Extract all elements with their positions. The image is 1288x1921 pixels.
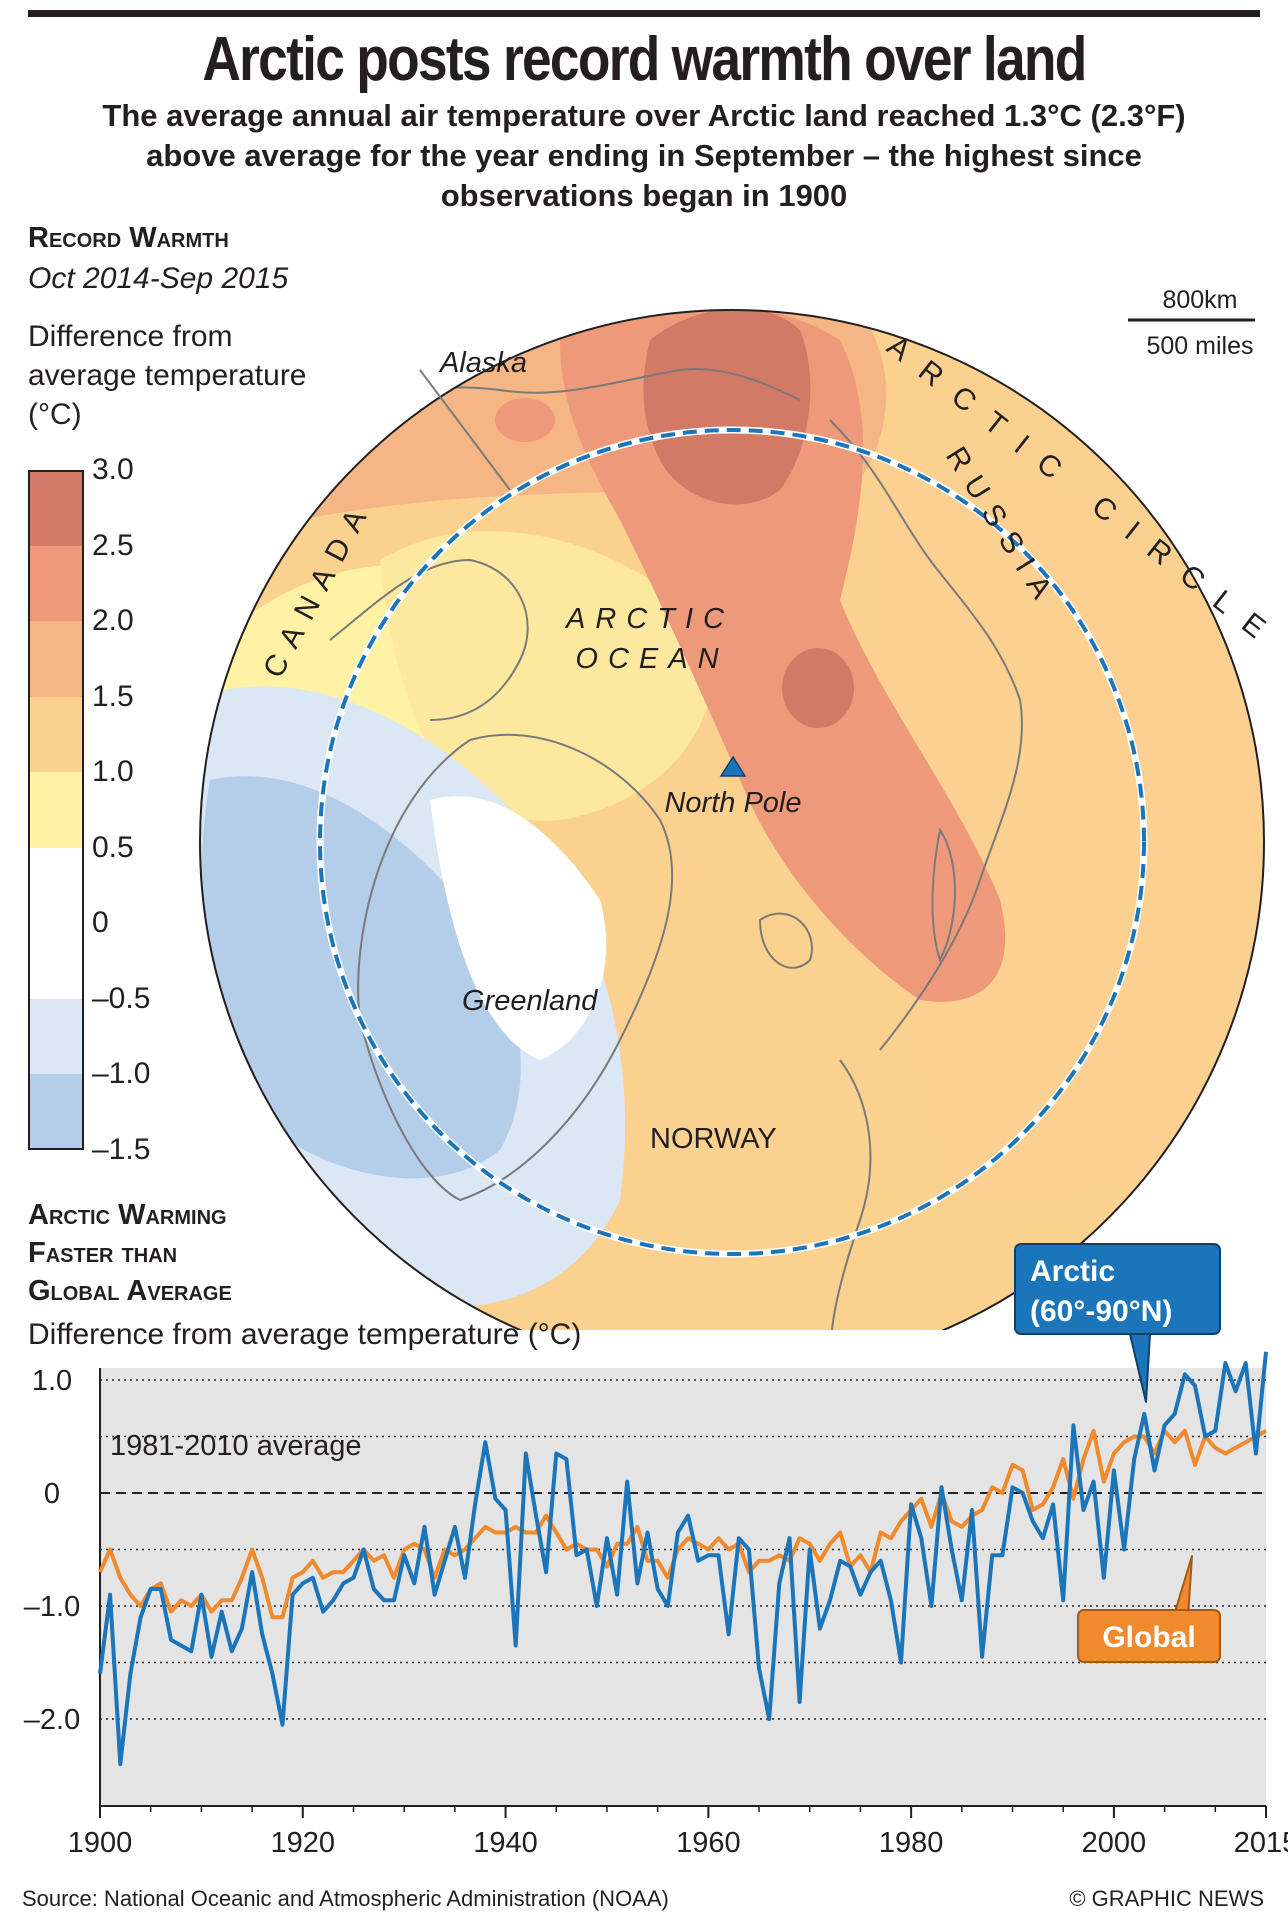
legend-tick-label: 2.5	[92, 528, 134, 562]
map-legend-title: Difference from average temperature (°C)	[28, 320, 307, 431]
label-alaska: Alaska	[438, 347, 527, 379]
chart-title-line-1: Arctic Warming	[28, 1199, 227, 1231]
baseline-label: 1981-2010 average	[110, 1430, 362, 1462]
chart-title-line-3: Global Average	[28, 1275, 232, 1307]
label-greenland: Greenland	[462, 985, 598, 1017]
legend-tick-label: 3.0	[92, 453, 134, 486]
coastline-novaya-zemlya	[931, 827, 956, 963]
warm-band-pacific	[560, 310, 1006, 1002]
y-tick-label: 1.0	[32, 1365, 72, 1397]
global-callout: Global	[1077, 1555, 1221, 1663]
x-tick-label: 1940	[473, 1827, 538, 1859]
y-tick-label: 0	[44, 1478, 60, 1510]
label-arctic-ocean-2: OCEAN	[575, 643, 728, 675]
x-tick-label: 1960	[676, 1827, 741, 1859]
x-tick-label: 2000	[1082, 1827, 1147, 1859]
top-rule	[28, 10, 1260, 17]
x-tick-label: 1920	[271, 1827, 336, 1859]
alaska-border-line	[419, 369, 511, 491]
coastline-greenland	[357, 733, 674, 1202]
cold-region-greenland-dark	[200, 776, 521, 1179]
scale-label-miles: 500 miles	[1147, 332, 1254, 360]
page-title: Arctic posts record warmth over land	[202, 25, 1087, 94]
legend-tick-label: –0.5	[92, 981, 151, 1015]
global-callout-label: Global	[1102, 1621, 1195, 1654]
legend-swatch	[28, 696, 84, 772]
coastline-canada	[329, 558, 529, 721]
credit-note: © GRAPHIC NEWS	[1069, 1886, 1264, 1911]
scale-label-km: 800km	[1162, 286, 1237, 314]
map-period: Oct 2014-Sep 2015	[28, 262, 289, 295]
north-pole-marker	[719, 755, 747, 777]
global-series-line	[98, 1428, 1267, 1620]
chart-section-title: Arctic Warming Faster than Global Averag…	[28, 1196, 388, 1310]
arctic-callout: Arctic (60°-90°N)	[1014, 1243, 1221, 1403]
label-norway: NORWAY	[650, 1123, 777, 1155]
arctic-circle-line	[318, 428, 1146, 1256]
legend-swatch	[28, 923, 84, 999]
map-border	[199, 309, 1265, 1330]
legend-tick-label: 1.0	[92, 755, 134, 788]
arctic-map: Alaska ARCTIC OCEAN North Pole Greenland…	[199, 286, 1287, 1330]
arctic-series-line	[98, 1351, 1268, 1767]
arctic-callout-line-1: Arctic	[1030, 1255, 1115, 1288]
y-tick-label: –2.0	[24, 1704, 80, 1736]
legend-tick-label: –1.5	[92, 1132, 151, 1166]
source-note: Source: National Oceanic and Atmospheric…	[22, 1886, 669, 1911]
label-north-pole: North Pole	[664, 787, 801, 819]
chart-y-axis-label: Difference from average temperature (°C)	[28, 1318, 582, 1351]
coastline-svalbard	[758, 912, 813, 969]
page-subtitle: The average annual air temperature over …	[102, 98, 1186, 213]
warm-region-east	[870, 460, 1264, 1206]
chart-title-line-2: Faster than	[28, 1237, 178, 1269]
hot-core-pole	[782, 648, 854, 728]
coastline-russia	[829, 419, 1023, 1051]
x-tick-label: 1900	[68, 1827, 133, 1859]
hot-spot-alaska	[495, 398, 555, 442]
legend-tick-label: 0.5	[92, 830, 134, 864]
arctic-callout-line-2: (60°-90°N)	[1030, 1295, 1172, 1328]
neutral-region	[430, 796, 607, 1060]
legend-tick-label: 0	[92, 906, 109, 939]
legend-frame	[28, 470, 84, 1150]
x-tick-label: 2015	[1234, 1827, 1288, 1859]
mild-region-arctic	[380, 531, 713, 821]
hot-core-chukchi	[643, 310, 811, 505]
coastline-scandinavia	[829, 1059, 872, 1330]
legend-tick-label: 1.5	[92, 679, 134, 713]
legend-tick-label: 2.0	[92, 604, 134, 637]
legend-tick-label: –1.0	[92, 1057, 151, 1090]
x-tick-label: 1980	[879, 1827, 944, 1859]
map-section-title: Record Warmth	[28, 222, 229, 254]
label-arctic-ocean-1: ARCTIC	[564, 603, 734, 635]
y-tick-label: –1.0	[24, 1591, 80, 1623]
